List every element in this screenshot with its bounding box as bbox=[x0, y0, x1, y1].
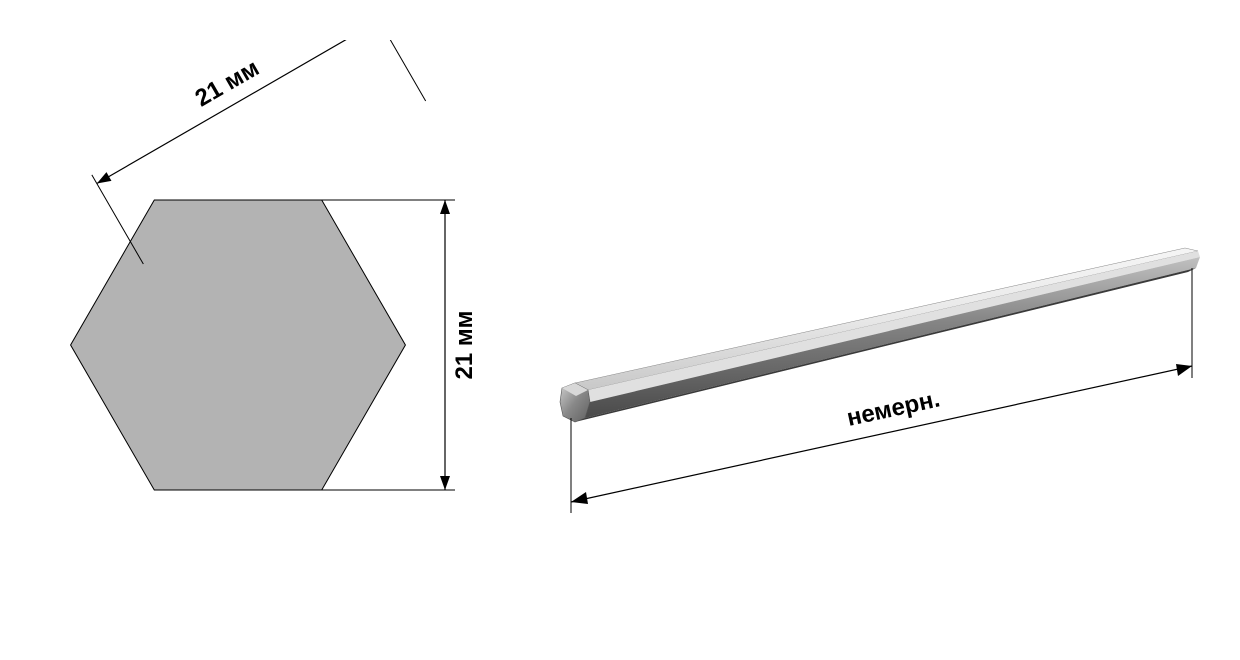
bar-top-face bbox=[575, 248, 1198, 390]
hexagon-cross-section: 21 мм 21 мм bbox=[20, 40, 520, 620]
hexagonal-bar-3d: немерн. bbox=[520, 190, 1220, 610]
dim-height-label: 21 мм bbox=[451, 311, 478, 380]
bar-front-upper bbox=[588, 251, 1200, 402]
diagram-canvas: 21 мм 21 мм bbox=[0, 0, 1240, 660]
hexagon-polygon bbox=[71, 200, 406, 490]
bar-front-face bbox=[585, 257, 1200, 418]
dim-width-ext-right bbox=[374, 40, 426, 101]
dim-width-label: 21 мм bbox=[191, 54, 264, 112]
dim-length-label: немерн. bbox=[844, 385, 942, 432]
dim-width-ext-left bbox=[92, 175, 144, 264]
